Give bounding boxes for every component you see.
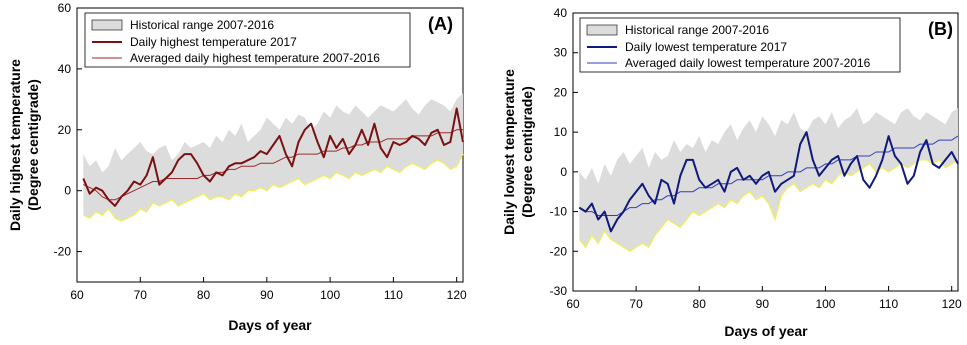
observed-line-b bbox=[578, 131, 959, 233]
y-tick-label-a-40: 40 bbox=[58, 62, 72, 76]
y-axis-label-a-line2: (Degree centigrade) bbox=[25, 79, 41, 210]
historical-range-area-b bbox=[579, 108, 958, 252]
legend-label-observed-a: Daily highest temperature 2017 bbox=[130, 35, 297, 49]
x-tick-label-a-90: 90 bbox=[260, 288, 274, 302]
y-tick-label-b-30: 30 bbox=[554, 46, 568, 60]
x-tick-label-a-100: 100 bbox=[320, 288, 340, 302]
y-tick-label-a-20: 20 bbox=[58, 123, 72, 137]
legend-box-b bbox=[579, 17, 901, 73]
x-axis-label-a: Days of year bbox=[228, 317, 312, 333]
x-tick-label-a-80: 80 bbox=[197, 288, 211, 302]
legend-a: Historical range 2007-2016 Daily highest… bbox=[84, 12, 411, 68]
x-tick-label-a-110: 110 bbox=[384, 288, 403, 302]
series-lines-a bbox=[82, 107, 464, 207]
panel-a: 60 70 80 90 100 110 120 -20 0 20 40 60 (A) Days of … bbox=[7, 1, 467, 333]
y-tick-label-b-20: 20 bbox=[554, 85, 568, 99]
x-tick-label-b-120: 120 bbox=[942, 297, 962, 311]
x-tick-label-b-110: 110 bbox=[879, 297, 898, 311]
x-tick-label-b-60: 60 bbox=[566, 297, 580, 311]
y-tick-label-b-10: 10 bbox=[554, 125, 568, 139]
legend-swatch-band-b bbox=[586, 24, 618, 36]
historical-range-lower-edge-b bbox=[578, 159, 959, 253]
historical-range-band-b bbox=[578, 108, 959, 253]
average-line-b bbox=[579, 135, 959, 216]
legend-b: Historical range 2007-2016 Daily lowest … bbox=[579, 17, 901, 73]
x-tick-label-a-120: 120 bbox=[447, 288, 467, 302]
y-tick-label-a-0: 0 bbox=[64, 184, 71, 198]
average-line-a bbox=[83, 129, 463, 201]
y-tick-label-b-40: 40 bbox=[554, 6, 568, 20]
axis-ticks-b: 60 70 80 90 100 110 120 -30 -20 -10 0 10 20 30 40 bbox=[550, 6, 962, 311]
x-tick-label-b-80: 80 bbox=[693, 297, 707, 311]
legend-label-band-b: Historical range 2007-2016 bbox=[625, 23, 769, 37]
observed-line-a bbox=[82, 107, 464, 207]
legend-label-band-a: Historical range 2007-2016 bbox=[130, 18, 274, 32]
legend-box-a bbox=[84, 12, 411, 68]
series-lines-b bbox=[578, 131, 959, 233]
y-axis-label-b-line1: Daily lowest temperature bbox=[501, 69, 517, 235]
legend-swatch-band-a bbox=[91, 19, 123, 31]
y-axis-label-a-line1: Daily highest temperature bbox=[7, 59, 23, 231]
legend-label-average-b: Averaged daily lowest temperature 2007-2… bbox=[625, 56, 871, 70]
y-axis-label-b-line2: (Degree centigrade) bbox=[519, 86, 535, 217]
legend-label-observed-b: Daily lowest temperature 2017 bbox=[625, 40, 787, 54]
historical-range-lower-edge-a bbox=[83, 153, 464, 222]
axis-ticks-a: 60 70 80 90 100 110 120 -20 0 20 40 60 bbox=[54, 1, 467, 302]
y-tick-label-b--30: -30 bbox=[550, 284, 568, 298]
y-tick-label-b-0: 0 bbox=[560, 165, 567, 179]
historical-range-band-a bbox=[83, 93, 464, 222]
x-tick-label-b-70: 70 bbox=[629, 297, 643, 311]
x-tick-label-b-100: 100 bbox=[815, 297, 835, 311]
x-tick-label-a-60: 60 bbox=[70, 288, 84, 302]
legend-label-average-a: Averaged daily highest temperature 2007-… bbox=[130, 51, 380, 65]
x-axis-label-b: Days of year bbox=[724, 323, 808, 339]
y-tick-label-a-60: 60 bbox=[58, 1, 72, 15]
y-tick-label-a--20: -20 bbox=[54, 245, 72, 259]
historical-range-area-a bbox=[83, 93, 464, 222]
panel-label-a: (A) bbox=[428, 14, 453, 34]
x-tick-label-b-90: 90 bbox=[756, 297, 770, 311]
x-tick-label-a-70: 70 bbox=[134, 288, 148, 302]
panel-label-b: (B) bbox=[928, 19, 953, 39]
y-tick-label-b--20: -20 bbox=[550, 244, 568, 258]
y-tick-label-b--10: -10 bbox=[550, 205, 568, 219]
